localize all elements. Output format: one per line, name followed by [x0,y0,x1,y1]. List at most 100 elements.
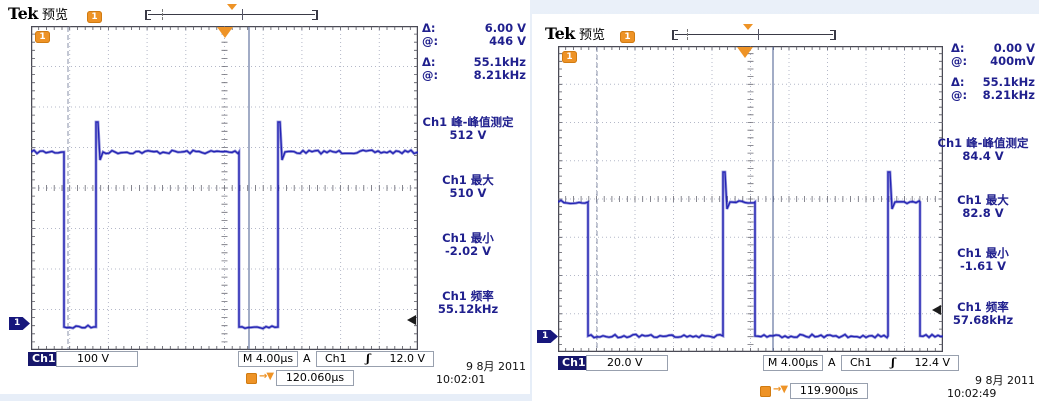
trigger-status-label: 预览 [41,8,68,23]
measurement-freq: Ch1 频率 55.12kHz [406,290,530,316]
center-axis-ticks [38,33,411,343]
date-label: 9 8月 2011 [466,360,526,373]
cursor-value: 8.21kHz [982,88,1035,102]
acquisition-bar-line [675,34,833,35]
acquire-label: A [303,352,311,365]
cursor-value: 8.21kHz [473,68,526,82]
measurement-pk2pk: Ch1 峰-峰值测定 84.4 V [927,137,1039,163]
oscilloscope-right: Tek 预览 1 1 1 Δ: 0.00 V @: 400mV [532,14,1039,401]
trigger-position-icon [217,27,233,38]
measurement-label: Ch1 最大 [957,193,1009,207]
trigger-level: 12.4 V [914,356,950,369]
vertical-scale-readout: 20.0 V [586,355,668,371]
cursor-readout-row: @: 8.21kHz [937,89,1037,102]
measurement-label: Ch1 频率 [442,289,494,303]
ch1-label-badge: Ch1 [28,352,60,366]
delta-symbol: Δ: [951,75,965,89]
rising-edge-icon: ʃ [891,356,895,369]
cursor-tick-solid [242,9,243,20]
datetime: 9 8月 2011 10:02:01 [436,360,526,386]
waveform-trace [558,171,943,339]
measurement-label: Ch1 频率 [957,300,1009,314]
measurement-value: 55.12kHz [437,302,499,316]
delay-time-readout: 119.900µs [790,383,868,399]
cursor-readout-row: Δ: 55.1kHz [408,56,528,69]
frame-ticks [558,46,943,352]
delay-pointer-icon: →▼ [259,371,274,382]
waveform-trace [31,121,418,330]
vertical-scale-readout: 100 V [56,351,138,367]
trigger-readout: Ch1 ʃ 12.4 V [841,355,959,371]
measurement-pk2pk: Ch1 峰-峰值测定 512 V [406,116,530,142]
oscilloscope-left: Tek 预览 1 1 1 Δ: 6.00 V @: 446 V [8,4,530,386]
center-axis-ticks [565,53,936,345]
time-label: 10:02:01 [436,373,486,386]
measurement-min: Ch1 最小 -1.61 V [927,247,1039,273]
trigger-source: Ch1 [325,352,347,365]
cursor-readout-panel: Δ: 6.00 V @: 446 V Δ: 55.1kHz @: 8.21kHz [408,22,528,82]
delta-symbol: Δ: [422,21,436,35]
measurement-max: Ch1 最大 82.8 V [927,194,1039,220]
measurement-max: Ch1 最大 510 V [406,174,530,200]
rising-edge-icon: ʃ [366,352,370,365]
at-symbol: @: [422,68,439,82]
acquisition-bar-left-bracket [672,30,678,40]
cursor-value: 446 V [489,34,526,48]
measurement-value: 512 V [449,128,487,142]
measurement-min: Ch1 最小 -2.02 V [406,232,530,258]
acquisition-bar [145,4,318,20]
measurement-value: 84.4 V [962,149,1004,163]
measurement-label: Ch1 峰-峰值测定 [422,115,514,129]
measurement-freq: Ch1 频率 57.68kHz [927,301,1039,327]
trigger-status-label: 预览 [578,28,605,43]
cursor-readout-row: Δ: 0.00 V [937,42,1037,55]
acquisition-bar [672,24,836,40]
cursor-readout-row: @: 446 V [408,35,528,48]
trigger-source: Ch1 [850,356,872,369]
tek-logo: Tek [8,4,38,23]
cursor-readout-row: Δ: 55.1kHz [937,76,1037,89]
graticule [558,46,943,352]
waveform-badge-icon: 1 [35,31,50,43]
delay-pointer-icon: →▼ [773,384,788,395]
at-symbol: @: [951,54,968,68]
trigger-position-mini-icon [227,4,237,10]
cursor-readout-row: @: 400mV [937,55,1037,68]
channel-badge-icon: 1 [87,11,102,23]
measurement-value: -2.02 V [444,244,492,258]
acquisition-bar-right-bracket [830,30,836,40]
cursor-readout-row: Δ: 6.00 V [408,22,528,35]
delay-flag-icon [246,373,257,384]
cursor-value: 6.00 V [484,21,526,35]
measurement-value: 510 V [449,186,487,200]
ch1-ground-marker: 1 [9,317,30,330]
trigger-level-arrow [407,315,416,325]
cursor-readout-row: @: 8.21kHz [408,69,528,82]
delay-time-readout: 120.060µs [276,370,354,386]
datetime: 9 8月 2011 10:02:49 [947,374,1035,400]
channel-badge-icon: 1 [620,31,635,43]
graticule [31,26,418,350]
scope-header: Tek 预览 [545,24,605,43]
time-label: 10:02:49 [947,387,997,400]
acquire-label: A [828,356,836,369]
trigger-level: 12.0 V [389,352,425,365]
acquisition-bar-left-bracket [145,10,151,20]
measurement-label: Ch1 最小 [442,231,494,245]
at-symbol: @: [951,88,968,102]
acquisition-bar-line [148,14,315,15]
date-label: 9 8月 2011 [975,374,1035,387]
scope-header: Tek 预览 [8,4,68,23]
cursor-value: 55.1kHz [982,75,1035,89]
cursor-tick-solid [758,29,759,40]
cursor-value: 0.00 V [993,41,1035,55]
trigger-readout: Ch1 ʃ 12.0 V [316,351,434,367]
ch1-label-badge: Ch1 [558,356,590,370]
delta-symbol: Δ: [422,55,436,69]
measurement-label: Ch1 最小 [957,246,1009,260]
cursor-tick-dashed [687,29,688,40]
measurement-value: -1.61 V [959,259,1007,273]
trigger-level-arrow [932,305,941,315]
cursor-value: 55.1kHz [473,55,526,69]
